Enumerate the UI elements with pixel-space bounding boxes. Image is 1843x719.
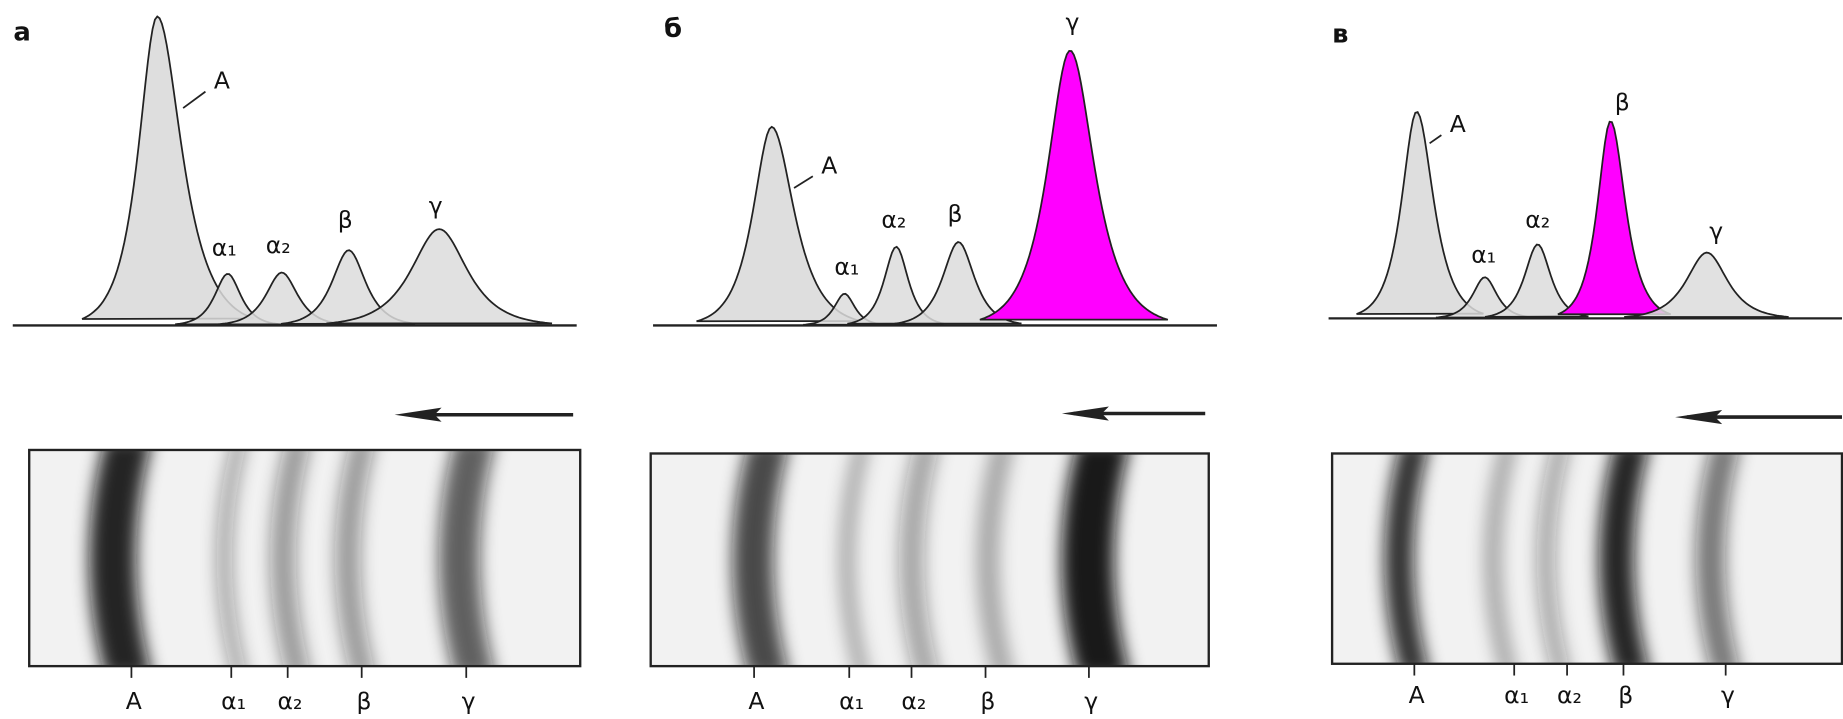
band-label: α₂ [278, 687, 303, 715]
arrow-head [1061, 406, 1109, 421]
panel-letter: б [664, 14, 682, 44]
band-label: α₂ [901, 687, 926, 715]
gel-frame [649, 452, 1210, 668]
band-label: α₁ [839, 687, 864, 715]
band-label: α₁ [221, 687, 246, 715]
peak-label: α₁ [834, 252, 859, 280]
peak-label: A [1450, 110, 1466, 138]
arrow-head [1675, 410, 1723, 425]
band-label: γ [1084, 687, 1098, 715]
band-label: β [980, 687, 995, 715]
gel-bands [732, 453, 1128, 667]
band [216, 449, 246, 667]
band-label: A [748, 687, 764, 715]
band [438, 449, 494, 667]
gel-bands [1384, 453, 1739, 664]
peak-label: β [947, 199, 962, 227]
band-label: α₁ [1504, 681, 1529, 709]
peak [1356, 111, 1484, 315]
band [732, 453, 787, 667]
gel-bands [89, 449, 494, 667]
peak-label: α₁ [1471, 241, 1496, 269]
peak [1624, 251, 1789, 318]
band-label: β [1618, 681, 1633, 709]
band [838, 453, 869, 667]
band [1536, 453, 1569, 664]
band [1061, 453, 1128, 667]
band [1384, 453, 1428, 664]
peak-label: β [338, 205, 353, 233]
panel-letter: а [13, 17, 30, 47]
peak-label: α₂ [1525, 205, 1550, 233]
band-label: α₂ [1557, 681, 1582, 709]
band-label: β [357, 687, 372, 715]
band-label: A [1409, 681, 1425, 709]
band [1695, 453, 1739, 664]
band [270, 449, 310, 667]
gel-frame [1330, 452, 1843, 665]
band [1598, 453, 1648, 664]
leader-line [1429, 134, 1442, 145]
panel-letter: в [1332, 20, 1348, 50]
peak [1557, 120, 1672, 316]
leader-line [793, 175, 814, 189]
peak-label: γ [1066, 8, 1080, 36]
band [89, 449, 150, 667]
peak-label: A [214, 67, 230, 95]
peak-label: β [1615, 88, 1630, 116]
band [898, 453, 938, 667]
band-label: γ [1721, 681, 1735, 709]
peak-label: γ [429, 191, 443, 219]
peak-label: A [821, 151, 837, 179]
leader-line [182, 90, 206, 109]
band-label: γ [462, 687, 476, 715]
band [976, 453, 1014, 667]
peak [326, 228, 553, 325]
peak-label: α₂ [266, 231, 291, 259]
band-label: A [126, 687, 142, 715]
peak-label: α₂ [881, 205, 906, 233]
arrow-head [394, 407, 442, 422]
peak-label: α₁ [212, 234, 237, 262]
peak [979, 49, 1169, 321]
gel-frame [28, 448, 582, 668]
band [334, 449, 374, 667]
peak-label: γ [1709, 217, 1723, 245]
band [1483, 453, 1516, 664]
